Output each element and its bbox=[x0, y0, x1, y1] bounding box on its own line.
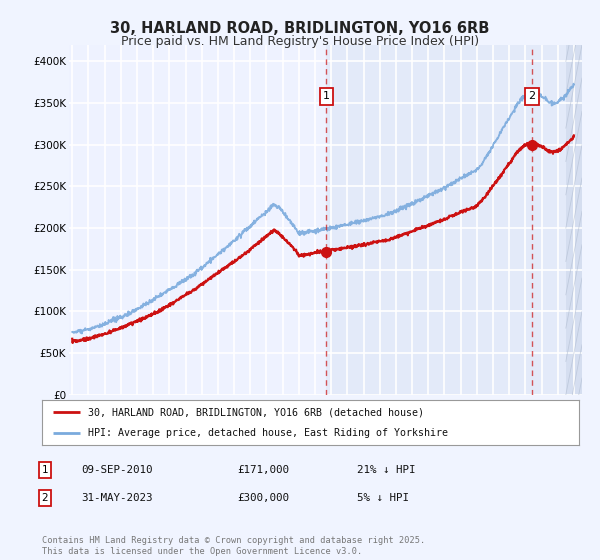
Bar bbox=[566, 45, 582, 395]
Text: 1: 1 bbox=[41, 465, 49, 475]
Text: 2: 2 bbox=[41, 493, 49, 503]
Bar bbox=[326, 45, 582, 395]
Text: 5% ↓ HPI: 5% ↓ HPI bbox=[357, 493, 409, 503]
Text: £171,000: £171,000 bbox=[237, 465, 289, 475]
Text: £300,000: £300,000 bbox=[237, 493, 289, 503]
Text: HPI: Average price, detached house, East Riding of Yorkshire: HPI: Average price, detached house, East… bbox=[88, 428, 448, 438]
Text: 30, HARLAND ROAD, BRIDLINGTON, YO16 6RB (detached house): 30, HARLAND ROAD, BRIDLINGTON, YO16 6RB … bbox=[88, 408, 424, 418]
Text: 2: 2 bbox=[529, 91, 536, 101]
Text: 1: 1 bbox=[323, 91, 329, 101]
Text: 21% ↓ HPI: 21% ↓ HPI bbox=[357, 465, 415, 475]
Text: 31-MAY-2023: 31-MAY-2023 bbox=[81, 493, 152, 503]
Text: 09-SEP-2010: 09-SEP-2010 bbox=[81, 465, 152, 475]
Text: 30, HARLAND ROAD, BRIDLINGTON, YO16 6RB: 30, HARLAND ROAD, BRIDLINGTON, YO16 6RB bbox=[110, 21, 490, 36]
Text: Contains HM Land Registry data © Crown copyright and database right 2025.
This d: Contains HM Land Registry data © Crown c… bbox=[42, 536, 425, 556]
Text: Price paid vs. HM Land Registry's House Price Index (HPI): Price paid vs. HM Land Registry's House … bbox=[121, 35, 479, 48]
